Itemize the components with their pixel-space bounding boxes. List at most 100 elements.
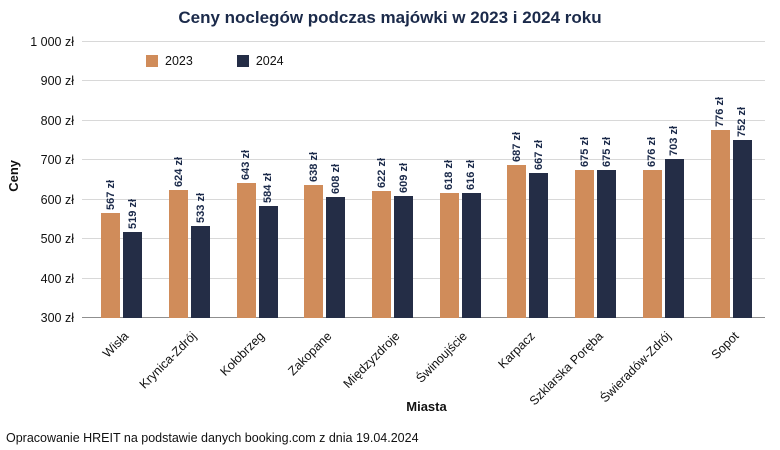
bar-value-label: 676 zł — [646, 136, 659, 167]
x-tick-cell: Świeradów-Zdrój — [597, 322, 698, 405]
bar-group-8: 675 zł 675 zł — [575, 42, 617, 318]
bar-2024-Karpacz — [529, 173, 549, 318]
bar-value-label: 667 zł — [532, 140, 545, 171]
bar-wrap: 703 zł — [664, 42, 684, 318]
bar-wrap: 519 zł — [123, 42, 143, 318]
legend-label-2024: 2024 — [255, 54, 284, 68]
plot-area: 567 zł 519 zł 624 zł 533 zł 643 zł 584 zł 638 … — [82, 41, 765, 318]
bar-value-label: 675 zł — [600, 137, 613, 168]
bar-value-label: 618 zł — [443, 159, 456, 190]
bar-wrap: 776 zł — [710, 42, 730, 318]
bar-group-3: 643 zł 584 zł — [236, 42, 278, 318]
bar-2024-Kołobrzeg — [258, 206, 278, 318]
bar-2024-Wisła — [123, 231, 143, 318]
bar-value-label: 624 zł — [172, 157, 185, 188]
bar-value-label: 752 zł — [736, 106, 749, 137]
bar-2023-Karpacz — [507, 165, 527, 318]
x-tick-cell: Kołobrzeg — [217, 322, 291, 398]
bar-2024-Międzyzdroje — [394, 196, 414, 318]
x-tick-label: Karpacz — [495, 329, 538, 372]
bar-wrap: 624 zł — [169, 42, 189, 318]
bar-wrap: 687 zł — [507, 42, 527, 318]
bar-group-5: 622 zł 609 zł — [372, 42, 414, 318]
bar-value-label: 567 zł — [104, 179, 117, 210]
bar-2024-Sopot — [732, 139, 752, 318]
bar-value-label: 584 zł — [262, 173, 275, 204]
bar-group-1: 567 zł 519 zł — [101, 42, 143, 318]
source-note: Opracowanie HREIT na podstawie danych bo… — [6, 431, 419, 445]
bar-value-label: 519 zł — [126, 198, 139, 229]
bar-2023-Zakopane — [304, 184, 324, 318]
legend-swatch-2023 — [146, 55, 158, 67]
bar-group-7: 687 zł 667 zł — [507, 42, 549, 318]
y-tick-label: 700 zł — [40, 153, 74, 168]
bar-2023-Wisła — [101, 212, 121, 318]
bar-wrap: 667 zł — [529, 42, 549, 318]
bar-wrap: 675 zł — [575, 42, 595, 318]
y-tick-label: 800 zł — [40, 113, 74, 128]
bar-wrap: 609 zł — [394, 42, 414, 318]
x-tick-cell: Świnoujście — [414, 322, 495, 398]
bar-wrap: 567 zł — [101, 42, 121, 318]
bar-2024-Szklarska Poręba — [597, 170, 617, 318]
bar-2024-Krynica-Zdrój — [191, 226, 211, 318]
bar-value-label: 643 zł — [240, 149, 253, 180]
bar-2023-Świnoujście — [439, 192, 459, 318]
gridlines — [82, 41, 765, 318]
bar-value-label: 638 zł — [307, 151, 320, 182]
bar-wrap: 752 zł — [732, 42, 752, 318]
bar-wrap: 643 zł — [236, 42, 256, 318]
gridline — [82, 238, 765, 240]
bars: 567 zł 519 zł 624 zł 533 zł 643 zł 584 zł 638 … — [88, 42, 765, 318]
legend-item-2024: 2024 — [236, 54, 284, 68]
bar-group-6: 618 zł 616 zł — [439, 42, 481, 318]
bar-2024-Świnoujście — [461, 193, 481, 318]
gridline — [82, 198, 765, 200]
x-axis-line — [82, 317, 765, 318]
bar-2023-Sopot — [710, 130, 730, 318]
x-tick-label: Kołobrzeg — [217, 329, 268, 379]
bar-value-label: 703 zł — [668, 126, 681, 157]
y-tick-label: 600 zł — [40, 192, 74, 207]
y-tick-label: 900 zł — [40, 74, 74, 89]
x-tick-cell: Krynica-Zdrój — [137, 322, 224, 398]
bar-group-2: 624 zł 533 zł — [169, 42, 211, 318]
y-tick-label: 500 zł — [40, 232, 74, 247]
bar-wrap: 675 zł — [597, 42, 617, 318]
bar-2023-Krynica-Zdrój — [169, 190, 189, 318]
bar-2023-Szklarska Poręba — [575, 170, 595, 318]
bar-2023-Kołobrzeg — [236, 182, 256, 318]
x-tick-label: Wisła — [100, 329, 132, 361]
y-tick-label: 400 zł — [40, 271, 74, 286]
gridline — [82, 80, 765, 82]
bar-value-label: 609 zł — [397, 163, 410, 194]
bar-wrap: 618 zł — [439, 42, 459, 318]
y-tick-label: 300 zł — [40, 311, 74, 325]
bar-value-label: 616 zł — [465, 160, 478, 191]
bar-2023-Międzyzdroje — [372, 191, 392, 318]
bar-2023-Świeradów-Zdrój — [642, 169, 662, 318]
bar-value-label: 675 zł — [578, 137, 591, 168]
bar-group-9: 676 zł 703 zł — [642, 42, 684, 318]
x-tick-cell: Międzyzdroje — [341, 322, 427, 398]
legend: 2023 2024 — [146, 54, 284, 68]
bar-wrap: 638 zł — [304, 42, 324, 318]
bar-wrap: 676 zł — [642, 42, 662, 318]
bar-value-label: 622 zł — [375, 158, 388, 189]
gridline — [82, 41, 765, 42]
legend-label-2023: 2023 — [165, 54, 193, 68]
legend-item-2023: 2023 — [146, 54, 193, 68]
bar-group-4: 638 zł 608 zł — [304, 42, 346, 318]
x-tick-label: Sopot — [708, 329, 742, 363]
bar-wrap: 608 zł — [326, 42, 346, 318]
bar-2024-Zakopane — [326, 196, 346, 318]
bar-value-label: 687 zł — [510, 132, 523, 163]
bar-value-label: 533 zł — [194, 193, 207, 224]
bar-group-10: 776 zł 752 zł — [710, 42, 752, 318]
x-tick-label: Zakopane — [285, 329, 335, 379]
gridline — [82, 159, 765, 161]
bar-value-label: 776 zł — [714, 97, 727, 128]
y-tick-label: 1 000 zł — [30, 35, 74, 49]
bar-wrap: 584 zł — [258, 42, 278, 318]
gridline — [82, 119, 765, 121]
